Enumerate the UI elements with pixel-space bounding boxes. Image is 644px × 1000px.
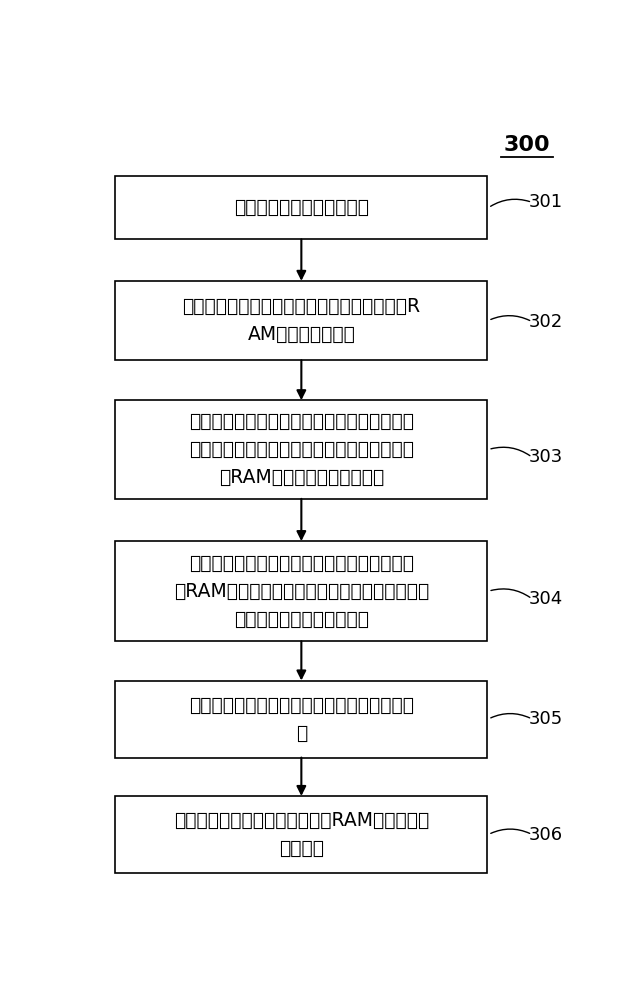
- Text: 304: 304: [529, 590, 564, 608]
- Text: 调用地址分配接口为权重矩阵在所述嵌入式块R
AM中分配存储地址: 调用地址分配接口为权重矩阵在所述嵌入式块R AM中分配存储地址: [182, 297, 421, 344]
- Text: 301: 301: [529, 193, 564, 211]
- Text: 调用删除接口删除所述嵌入式块RAM中存储的权
重矩阵。: 调用删除接口删除所述嵌入式块RAM中存储的权 重矩阵。: [174, 811, 429, 858]
- Text: 302: 302: [529, 313, 564, 331]
- FancyBboxPatch shape: [115, 176, 488, 239]
- FancyBboxPatch shape: [115, 541, 488, 641]
- FancyBboxPatch shape: [115, 681, 488, 758]
- Text: 利用循环神经网络模型中的激活函数和嵌入式
块RAM中存储的权重矩阵依次对待处理数据序列
中的各待处理数据进行处理: 利用循环神经网络模型中的激活函数和嵌入式 块RAM中存储的权重矩阵依次对待处理数…: [174, 554, 429, 629]
- Text: 303: 303: [529, 448, 564, 466]
- Text: 调用复制接口将双倍速率同步动态随机存储器
中存储的权重矩阵复制到为权重矩阵在嵌入式
块RAM中分配的存储地址中。: 调用复制接口将双倍速率同步动态随机存储器 中存储的权重矩阵复制到为权重矩阵在嵌入…: [189, 412, 414, 487]
- Text: 接收输入的待处理数据序列: 接收输入的待处理数据序列: [234, 198, 369, 217]
- Text: 输出与待处理数据序列对应的处理后的数据序
列: 输出与待处理数据序列对应的处理后的数据序 列: [189, 696, 414, 743]
- FancyBboxPatch shape: [115, 796, 488, 873]
- Text: 300: 300: [504, 135, 551, 155]
- Text: 305: 305: [529, 710, 564, 728]
- Text: 306: 306: [529, 826, 564, 844]
- FancyBboxPatch shape: [115, 281, 488, 360]
- FancyBboxPatch shape: [115, 400, 488, 499]
